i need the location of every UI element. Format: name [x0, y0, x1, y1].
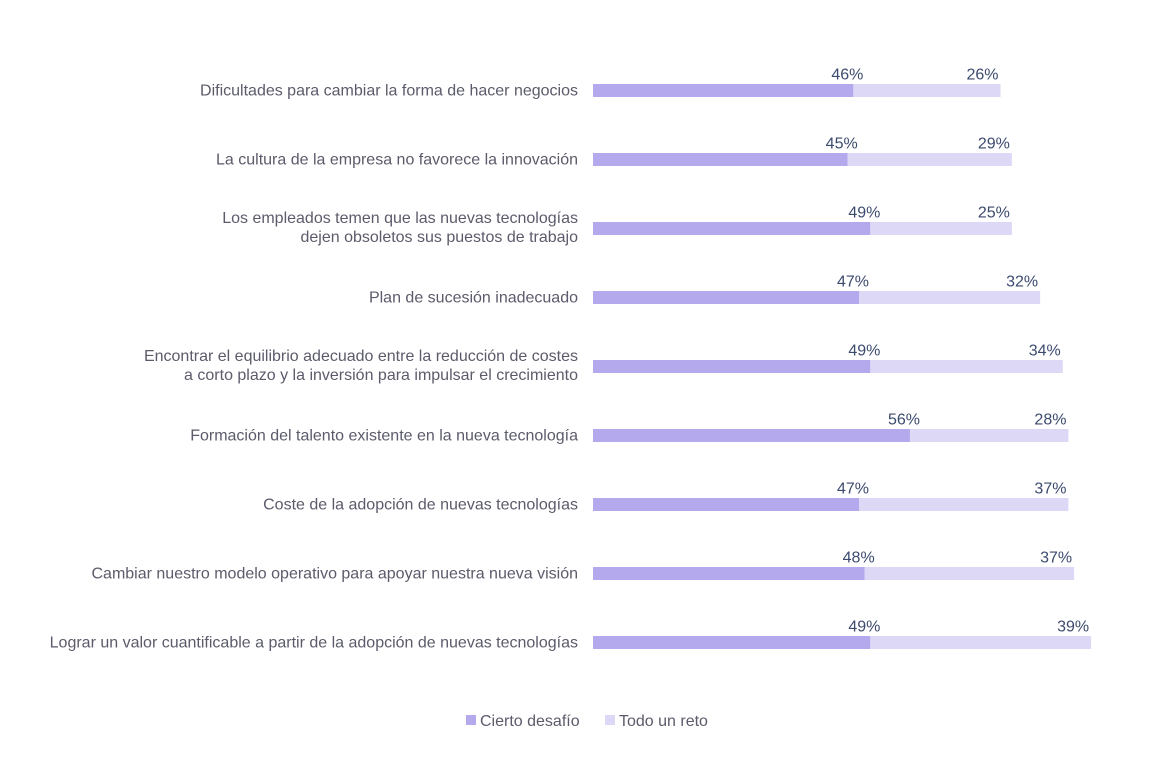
- legend-label: Cierto desafío: [480, 713, 580, 730]
- bar-cierto-desafio: [593, 636, 871, 649]
- legend: Cierto desafío Todo un reto: [466, 713, 708, 730]
- value-label-cierto-desafio: 47%: [837, 481, 869, 498]
- value-label-cierto-desafio: 46%: [831, 67, 863, 84]
- category-label: Encontrar el equilibrio adecuado entre l…: [144, 348, 578, 365]
- bar-cierto-desafio: [593, 429, 910, 442]
- category-label: Cambiar nuestro modelo operativo para ap…: [92, 566, 579, 583]
- value-label-todo-un-reto: 32%: [1006, 274, 1038, 291]
- bar-todo-un-reto: [847, 153, 1012, 166]
- category-label: Dificultades para cambiar la forma de ha…: [200, 83, 578, 100]
- bar-cierto-desafio: [593, 153, 848, 166]
- category-label: a corto plazo y la inversión para impuls…: [184, 367, 578, 384]
- legend-swatch: [605, 715, 615, 725]
- bar-todo-un-reto: [870, 222, 1012, 235]
- value-label-cierto-desafio: 49%: [848, 205, 880, 222]
- bar-todo-un-reto: [853, 84, 1001, 97]
- bar-cierto-desafio: [593, 84, 854, 97]
- labels-layer: Dificultades para cambiar la forma de ha…: [50, 67, 1089, 652]
- bar-cierto-desafio: [593, 291, 860, 304]
- value-label-cierto-desafio: 49%: [848, 619, 880, 636]
- bar-todo-un-reto: [909, 429, 1069, 442]
- bar-todo-un-reto: [870, 360, 1063, 373]
- category-label: La cultura de la empresa no favorece la …: [216, 152, 578, 169]
- value-label-cierto-desafio: 45%: [826, 136, 858, 153]
- category-label: Formación del talento existente en la nu…: [190, 428, 578, 445]
- bar-cierto-desafio: [593, 567, 865, 580]
- value-label-cierto-desafio: 56%: [888, 412, 920, 429]
- category-label: Lograr un valor cuantificable a partir d…: [50, 635, 578, 652]
- bars-layer: [593, 84, 1092, 649]
- legend-item-cierto-desafio: Cierto desafío: [466, 713, 580, 730]
- legend-label: Todo un reto: [619, 713, 708, 730]
- legend-swatch: [466, 715, 476, 725]
- category-label: Los empleados temen que las nuevas tecno…: [222, 210, 578, 227]
- bar-cierto-desafio: [593, 222, 871, 235]
- value-label-todo-un-reto: 25%: [978, 205, 1010, 222]
- value-label-todo-un-reto: 37%: [1034, 481, 1066, 498]
- category-label: Plan de sucesión inadecuado: [369, 290, 578, 307]
- value-label-todo-un-reto: 26%: [967, 67, 999, 84]
- bar-todo-un-reto: [870, 636, 1092, 649]
- value-label-todo-un-reto: 37%: [1040, 550, 1072, 567]
- value-label-cierto-desafio: 48%: [843, 550, 875, 567]
- bar-cierto-desafio: [593, 498, 860, 511]
- value-label-todo-un-reto: 39%: [1057, 619, 1089, 636]
- bar-todo-un-reto: [859, 498, 1069, 511]
- bar-cierto-desafio: [593, 360, 871, 373]
- legend-item-todo-un-reto: Todo un reto: [605, 713, 708, 730]
- value-label-todo-un-reto: 29%: [978, 136, 1010, 153]
- category-label: dejen obsoletos sus puestos de trabajo: [300, 229, 578, 246]
- value-label-cierto-desafio: 49%: [848, 343, 880, 360]
- bar-todo-un-reto: [859, 291, 1041, 304]
- value-label-todo-un-reto: 34%: [1029, 343, 1061, 360]
- category-label: Coste de la adopción de nuevas tecnologí…: [263, 497, 578, 514]
- bar-todo-un-reto: [864, 567, 1075, 580]
- value-label-todo-un-reto: 28%: [1034, 412, 1066, 429]
- value-label-cierto-desafio: 47%: [837, 274, 869, 291]
